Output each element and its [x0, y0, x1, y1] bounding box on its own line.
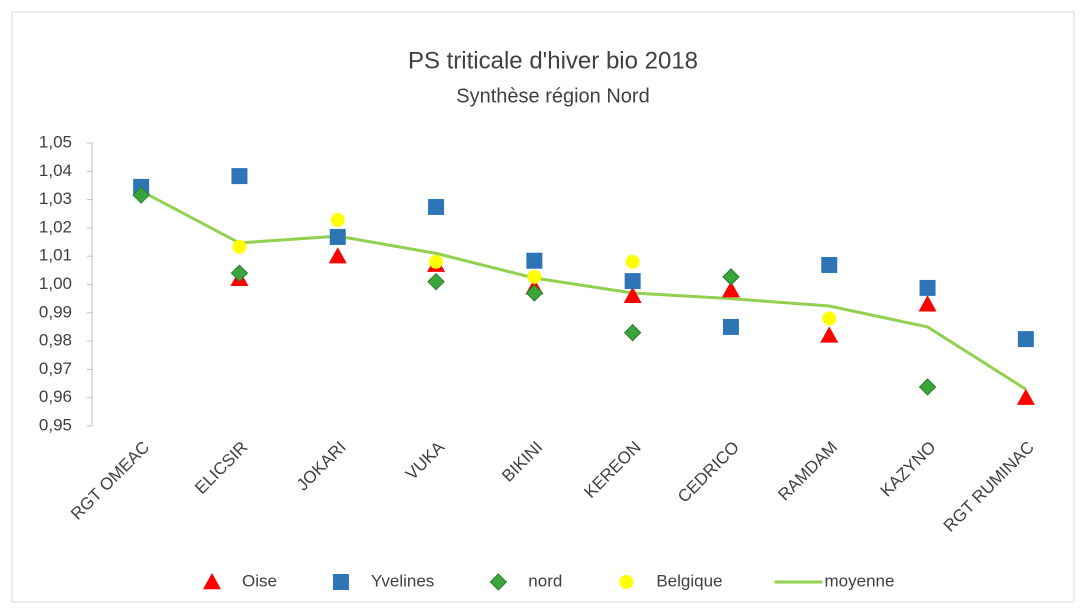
legend-label: Oise [242, 571, 277, 590]
y-tick-label: 1,05 [39, 132, 72, 151]
point [821, 256, 838, 273]
legend-marker [332, 574, 349, 590]
legend-label: Yvelines [371, 571, 434, 590]
point [526, 252, 543, 269]
point [721, 281, 740, 298]
y-tick-label: 1,00 [39, 274, 72, 293]
legend-label: moyenne [825, 571, 895, 590]
point [624, 273, 641, 290]
y-tick-label: 0,97 [39, 359, 72, 378]
point [820, 326, 839, 343]
legend-marker [619, 575, 634, 589]
point [232, 239, 247, 254]
point [918, 295, 937, 312]
point [1016, 388, 1035, 405]
point [429, 254, 444, 269]
y-tick-label: 0,95 [39, 415, 72, 434]
point [330, 212, 345, 227]
y-tick-label: 1,02 [39, 217, 72, 236]
point [427, 272, 445, 291]
chart-title: PS triticale d'hiver bio 2018 [408, 47, 698, 74]
y-tick-label: 0,99 [39, 302, 72, 321]
legend-marker [203, 573, 221, 590]
point [328, 247, 347, 264]
average-line [140, 189, 1027, 391]
legend-label: nord [528, 571, 562, 590]
point [722, 268, 740, 286]
legend-label: Belgique [656, 571, 722, 590]
y-tick-label: 1,01 [39, 246, 72, 265]
chart-frame [11, 11, 1075, 603]
point [722, 318, 739, 335]
y-tick-label: 0,96 [39, 387, 72, 406]
chart-subtitle: Synthèse région Nord [456, 85, 649, 107]
point [1017, 331, 1034, 348]
point [919, 279, 936, 296]
y-tick-label: 0,98 [39, 331, 72, 350]
y-tick-label: 1,03 [39, 189, 72, 208]
point [230, 264, 249, 282]
point [527, 269, 542, 284]
point [231, 168, 248, 185]
point [428, 198, 445, 215]
point [625, 254, 640, 269]
point [329, 228, 346, 245]
point [525, 284, 544, 302]
y-tick-label: 1,04 [39, 161, 72, 180]
point [918, 378, 937, 396]
point [822, 311, 837, 326]
legend-marker [489, 573, 508, 591]
point [623, 286, 642, 304]
point [132, 186, 150, 204]
point [623, 323, 642, 342]
